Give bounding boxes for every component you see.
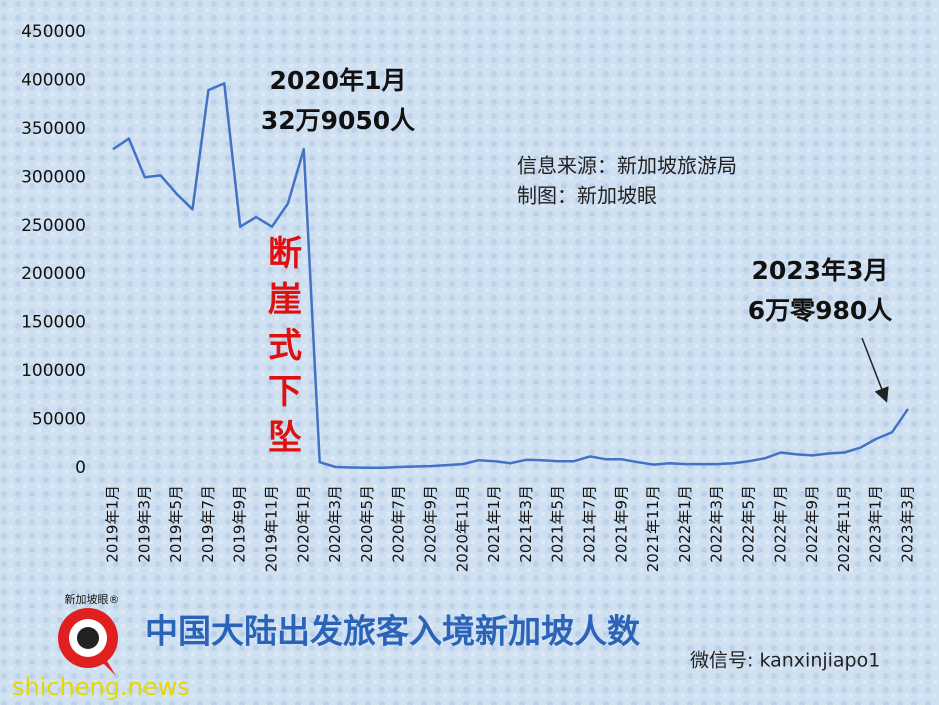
- y-tick-label: 400000: [21, 70, 86, 90]
- x-tick-label: 2020年7月: [390, 485, 408, 563]
- y-tick-label: 50000: [32, 410, 86, 430]
- y-tick-label: 200000: [21, 264, 86, 284]
- arrow: [861, 337, 889, 403]
- logo-text: 新加坡眼®: [65, 592, 120, 606]
- x-tick-label: 2022年1月: [676, 485, 694, 563]
- y-tick-label: 350000: [21, 119, 86, 139]
- x-tick-label: 2022年7月: [771, 485, 789, 563]
- credit: 制图：新加坡眼: [517, 184, 657, 208]
- y-tick-label: 450000: [21, 22, 86, 42]
- wechat: 微信号: kanxinjiapo1: [690, 650, 880, 672]
- watermark: shicheng.news: [12, 673, 190, 701]
- x-tick-label: 2022年5月: [740, 485, 758, 563]
- x-tick-label: 2020年3月: [326, 485, 344, 563]
- x-tick-label: 2020年11月: [453, 485, 471, 572]
- source: 信息来源：新加坡旅游局: [517, 154, 737, 178]
- x-tick-label: 2019年1月: [104, 485, 122, 563]
- x-tick-label: 2019年11月: [263, 485, 281, 572]
- x-tick-label: 2023年3月: [899, 485, 917, 563]
- y-tick-label: 250000: [21, 216, 86, 236]
- drop-annotation: 断崖式下坠: [262, 235, 302, 465]
- x-tick-label: 2022年11月: [835, 485, 853, 572]
- data-line: [112, 82, 910, 469]
- y-tick-label: 150000: [21, 313, 86, 333]
- y-tick-label: 300000: [21, 167, 86, 187]
- end-value: 6万零980人: [748, 296, 893, 325]
- logo: [58, 608, 118, 676]
- x-tick-label: 2021年7月: [581, 485, 599, 563]
- end-date: 2023年3月: [752, 256, 889, 285]
- y-tick-label: 0: [75, 458, 86, 478]
- x-tick-label: 2021年11月: [644, 485, 662, 572]
- x-tick-label: 2022年3月: [708, 485, 726, 563]
- x-tick-label: 2023年1月: [867, 485, 885, 563]
- x-tick-label: 2021年3月: [517, 485, 535, 563]
- peak-date: 2020年1月: [270, 66, 407, 95]
- x-tick-label: 2021年5月: [549, 485, 567, 563]
- x-tick-label: 2019年3月: [135, 485, 153, 563]
- x-tick-label: 2020年5月: [358, 485, 376, 563]
- x-tick-label: 2022年9月: [803, 485, 821, 563]
- x-tick-label: 2019年5月: [167, 485, 185, 563]
- y-tick-label: 100000: [21, 361, 86, 381]
- x-tick-label: 2020年1月: [294, 485, 312, 563]
- peak-value: 32万9050人: [261, 106, 415, 135]
- chart-title: 中国大陆出发旅客入境新加坡人数: [145, 612, 641, 651]
- x-tick-label: 2020年9月: [422, 485, 440, 563]
- x-tick-label: 2019年7月: [199, 485, 217, 563]
- x-tick-label: 2021年1月: [485, 485, 503, 563]
- x-tick-label: 2019年9月: [231, 485, 249, 563]
- x-tick-label: 2021年9月: [612, 485, 630, 563]
